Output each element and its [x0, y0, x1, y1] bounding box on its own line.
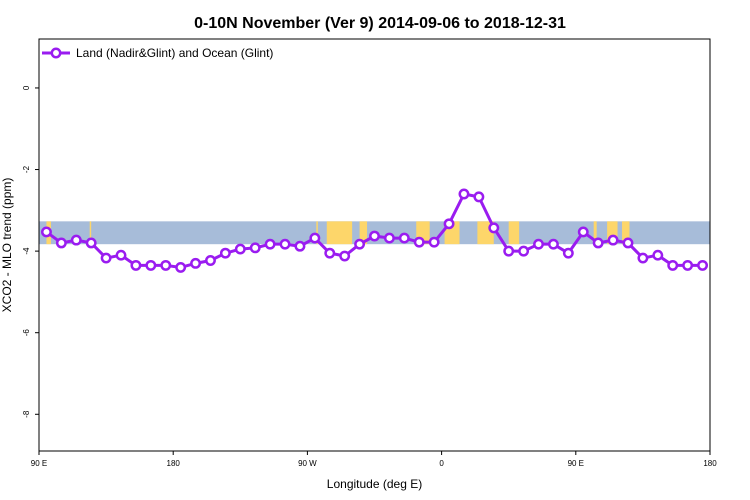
- x-tick-label: 90 E: [568, 459, 584, 468]
- land-segment: [508, 221, 520, 245]
- x-tick-label: 0: [439, 459, 444, 468]
- land-segment: [326, 221, 353, 245]
- legend-marker: [50, 47, 62, 59]
- data-point: [577, 226, 589, 238]
- x-tick-label: 180: [167, 459, 181, 468]
- land-segment: [316, 221, 318, 245]
- data-point: [279, 238, 291, 250]
- data-point: [697, 259, 708, 271]
- data-point: [294, 240, 306, 252]
- legend: Land (Nadir&Glint) and Ocean (Glint): [42, 46, 273, 60]
- y-axis: 0 -2 -4 -6 -8: [22, 85, 39, 418]
- data-point: [458, 188, 470, 200]
- data-point: [383, 232, 395, 244]
- data-point: [100, 252, 112, 264]
- data-point: [443, 218, 455, 230]
- data-point: [503, 245, 515, 257]
- x-axis-label: Longitude (deg E): [327, 477, 422, 491]
- y-tick-label: -2: [22, 165, 31, 173]
- data-point: [70, 234, 82, 246]
- data-point: [592, 237, 604, 249]
- chart-title: 0-10N November (Ver 9) 2014-09-06 to 201…: [194, 15, 566, 32]
- data-point: [652, 249, 664, 261]
- data-point: [533, 238, 544, 250]
- data-point: [234, 243, 246, 255]
- y-tick-label: -6: [22, 329, 31, 337]
- data-point: [637, 252, 649, 264]
- data-point: [205, 255, 216, 266]
- data-point: [175, 261, 187, 273]
- data-point: [309, 232, 321, 244]
- data-point: [354, 238, 366, 250]
- x-tick-label: 180: [703, 459, 717, 468]
- data-point: [324, 247, 336, 259]
- data-point: [667, 259, 679, 271]
- land-segment: [607, 221, 618, 245]
- data-point: [41, 226, 52, 238]
- data-point: [518, 245, 530, 257]
- data-point: [562, 247, 574, 259]
- data-point: [398, 232, 410, 244]
- data-point: [190, 257, 202, 269]
- land-segment: [593, 221, 597, 245]
- x-tick-label: 90 W: [298, 459, 317, 468]
- y-tick-label: 0: [22, 85, 31, 90]
- data-point: [339, 250, 351, 262]
- y-tick-label: -4: [22, 247, 31, 255]
- data-point: [85, 237, 97, 249]
- data-point: [55, 237, 67, 249]
- data-point: [369, 230, 380, 242]
- land-segment: [622, 221, 630, 245]
- data-point: [264, 238, 276, 250]
- legend-entry: Land (Nadir&Glint) and Ocean (Glint): [76, 46, 273, 60]
- data-point: [547, 238, 559, 250]
- data-point: [249, 242, 261, 254]
- data-series: [41, 188, 708, 273]
- x-axis: 90 E 180 90 W 0 90 E 180: [31, 451, 717, 468]
- data-point: [488, 222, 500, 234]
- data-point: [473, 191, 485, 203]
- data-point: [682, 259, 694, 271]
- x-tick-label: 90 E: [31, 459, 47, 468]
- data-point: [219, 247, 231, 259]
- y-tick-label: -8: [22, 410, 31, 418]
- data-point: [160, 259, 172, 271]
- plot-frame: [38, 38, 711, 452]
- y-axis-label: XCO2 - MLO trend (ppm): [0, 178, 14, 313]
- data-point: [115, 249, 127, 261]
- data-point: [130, 259, 142, 271]
- data-point: [622, 237, 634, 249]
- data-point: [413, 236, 425, 248]
- data-point: [428, 236, 440, 248]
- data-point: [145, 259, 157, 271]
- data-point: [607, 234, 619, 246]
- land-segment: [89, 221, 92, 245]
- land-segment: [359, 221, 368, 245]
